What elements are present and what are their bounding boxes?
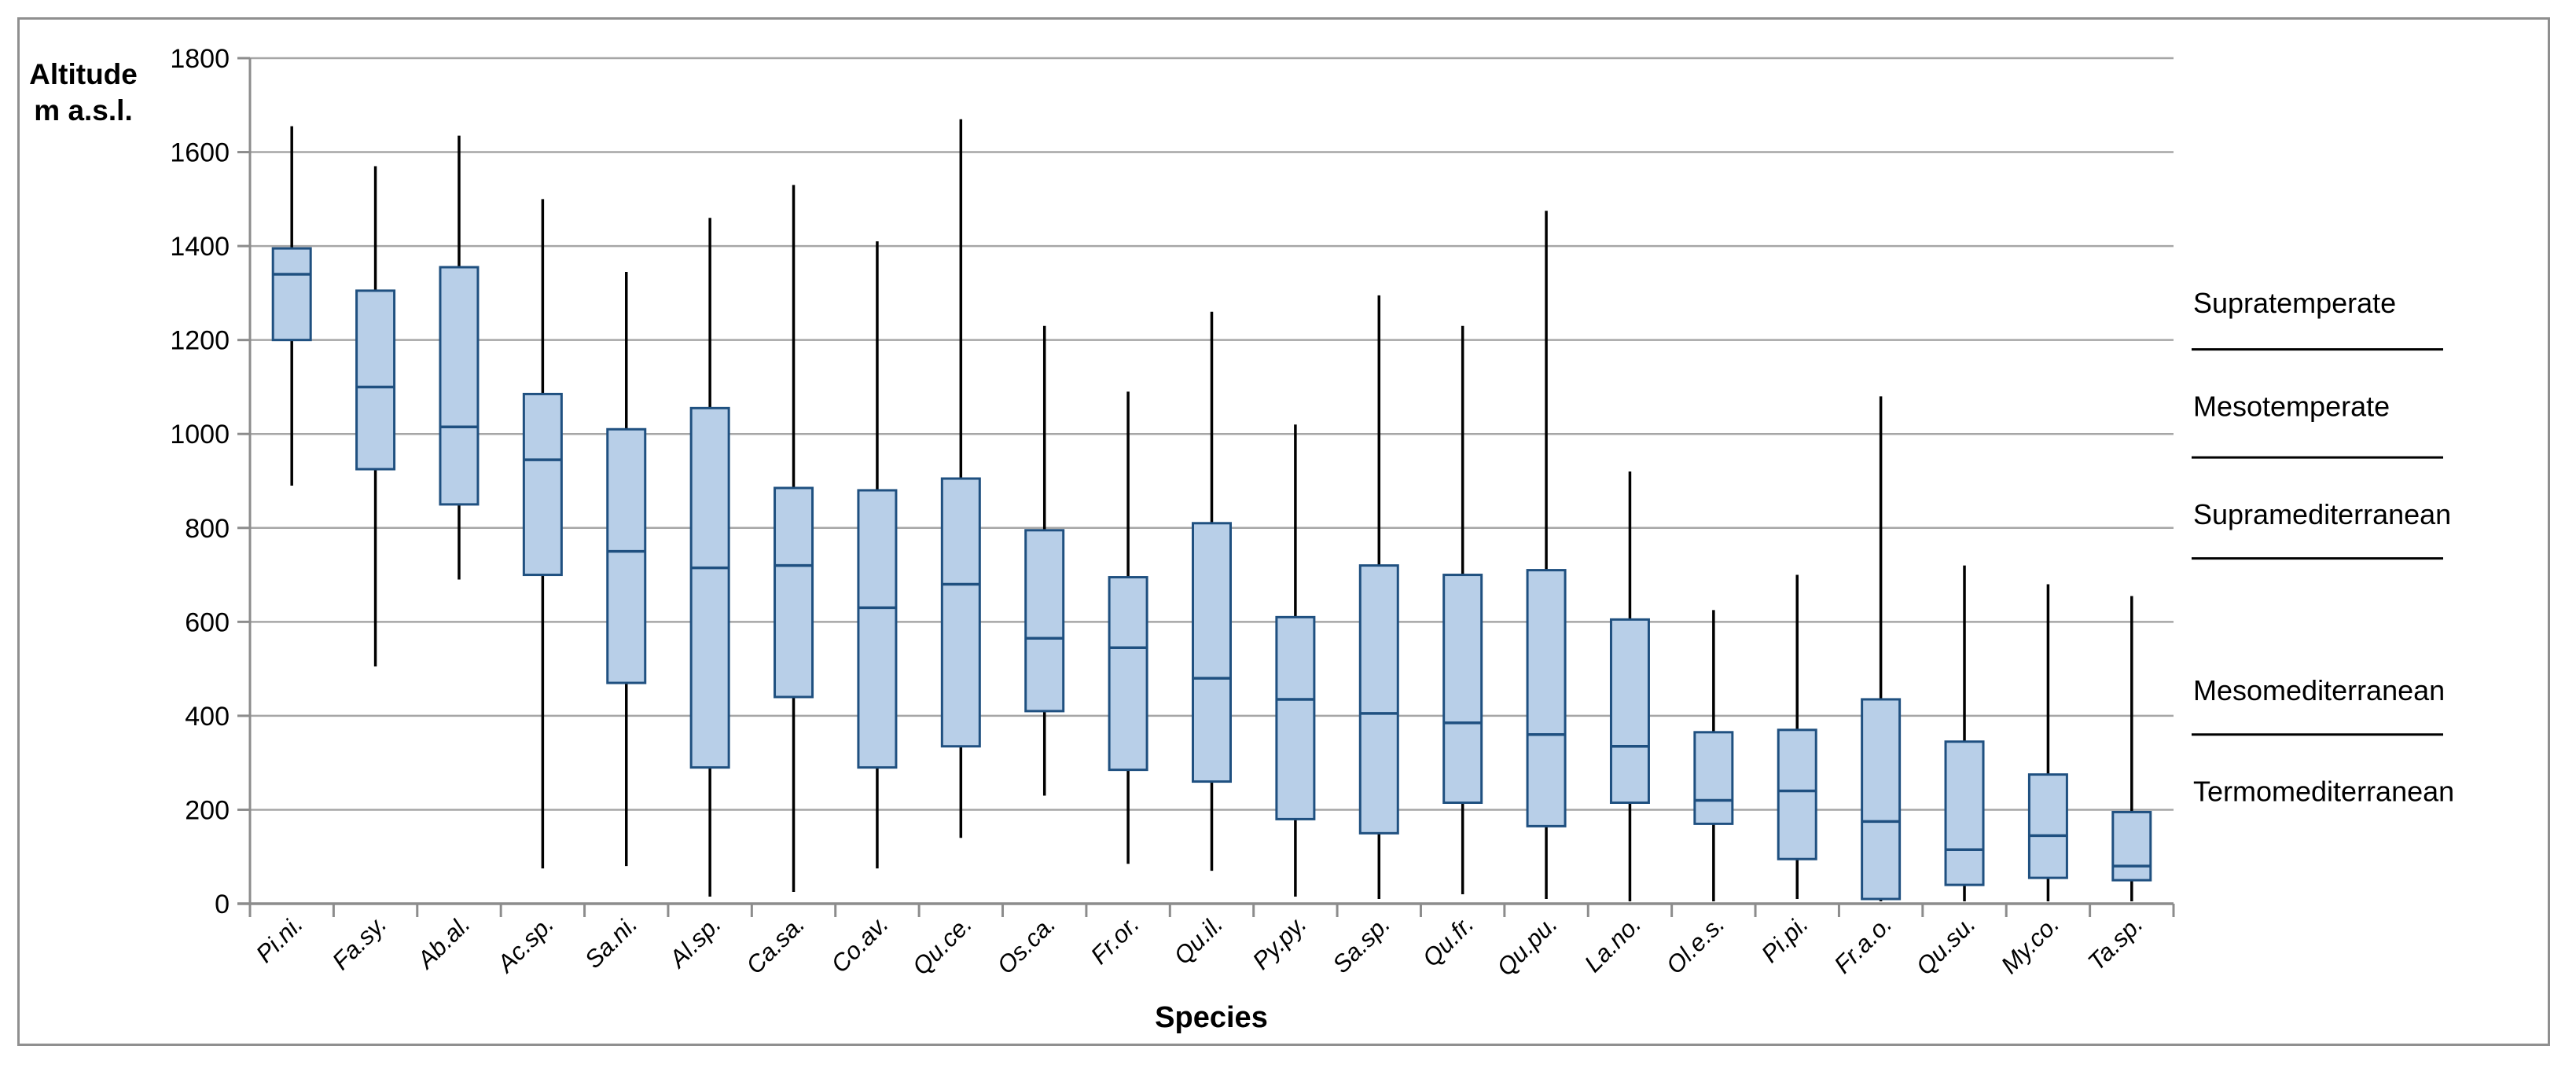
y-tick-label-200: 200	[185, 795, 230, 825]
zone-label-termomediterranean: Termomediterranean	[2193, 776, 2454, 808]
box-fa-sy	[355, 289, 396, 471]
box-my-co	[2027, 773, 2068, 879]
y-tick-label-1400: 1400	[170, 232, 230, 262]
box-ca-sa	[774, 486, 814, 699]
species-label-ac-sp: Ac.sp.	[491, 910, 559, 978]
species-label-pi-pi: Pi.pi.	[1756, 910, 1813, 967]
box-qu-ce	[940, 477, 981, 748]
box-qu-fr	[1442, 574, 1483, 804]
y-tick-label-0: 0	[215, 890, 230, 919]
species-label-fa-sy: Fa.sy.	[327, 910, 392, 975]
y-tick-label-600: 600	[185, 607, 230, 637]
zone-label-mesomediterranean: Mesomediterranean	[2193, 674, 2445, 706]
box-sa-ni	[606, 427, 647, 684]
species-label-sa-ni: Sa.ni.	[579, 910, 643, 974]
species-label-py-py: Py.py.	[1247, 910, 1311, 974]
box-fr-a-o	[1861, 698, 1902, 901]
species-label-ol-e-s: Ol.e.s.	[1661, 910, 1730, 979]
species-label-fr-or: Fr.or.	[1086, 910, 1145, 969]
box-ac-sp	[522, 392, 563, 577]
species-label-os-ca: Os.ca.	[992, 910, 1061, 979]
species-label-ta-sp: Ta.sp.	[2082, 910, 2148, 976]
y-tick-label-1000: 1000	[170, 420, 230, 449]
species-label-ab-al: Ab.al.	[411, 910, 476, 974]
species-label-la-no: La.no.	[1579, 910, 1647, 978]
species-label-qu-ce: Qu.ce.	[907, 910, 977, 980]
box-qu-pu	[1526, 569, 1567, 827]
species-label-qu-il: Qu.il.	[1169, 910, 1229, 970]
box-qu-su	[1944, 740, 1985, 886]
species-label-qu-fr: Qu.fr.	[1417, 910, 1479, 972]
species-label-my-co: My.co.	[1996, 910, 2065, 979]
box-os-ca	[1024, 529, 1065, 713]
zone-label-supratemperate: Supratemperate	[2193, 287, 2396, 319]
box-ta-sp	[2111, 810, 2152, 882]
box-pi-ni	[271, 247, 312, 342]
species-label-al-sp: Al.sp.	[663, 910, 726, 974]
species-label-co-av: Co.av.	[825, 910, 893, 978]
y-tick-label-800: 800	[185, 514, 230, 544]
species-label-pi-ni: Pi.ni.	[251, 910, 308, 967]
y-axis-title-line2: m a.s.l.	[34, 94, 133, 127]
y-axis-title-line1: Altitude	[29, 58, 138, 90]
box-al-sp	[689, 406, 730, 769]
box-qu-il	[1192, 522, 1232, 783]
species-label-fr-a-o: Fr.a.o.	[1828, 910, 1897, 978]
box-py-py	[1275, 615, 1316, 820]
zone-label-supramediterranean: Supramediterranean	[2193, 498, 2451, 530]
box-co-av	[857, 489, 898, 769]
y-tick-label-1800: 1800	[170, 44, 230, 74]
box-pi-pi	[1777, 728, 1817, 860]
box-fr-or	[1108, 576, 1148, 772]
y-tick-label-1200: 1200	[170, 326, 230, 356]
y-tick-label-400: 400	[185, 702, 230, 732]
x-axis-title: Species	[1155, 1001, 1268, 1034]
box-ol-e-s	[1693, 731, 1734, 825]
zone-label-mesotemperate: Mesotemperate	[2193, 390, 2390, 422]
species-label-qu-pu: Qu.pu.	[1491, 910, 1563, 981]
y-tick-label-1600: 1600	[170, 138, 230, 168]
species-label-qu-su: Qu.su.	[1911, 910, 1981, 980]
box-la-no	[1609, 618, 1650, 804]
box-sa-sp	[1358, 564, 1399, 835]
species-label-sa-sp: Sa.sp.	[1327, 910, 1395, 978]
y-axis-title: Altitude m a.s.l.	[22, 57, 145, 129]
species-label-ca-sa: Ca.sa.	[740, 910, 810, 979]
box-ab-al	[439, 266, 480, 506]
